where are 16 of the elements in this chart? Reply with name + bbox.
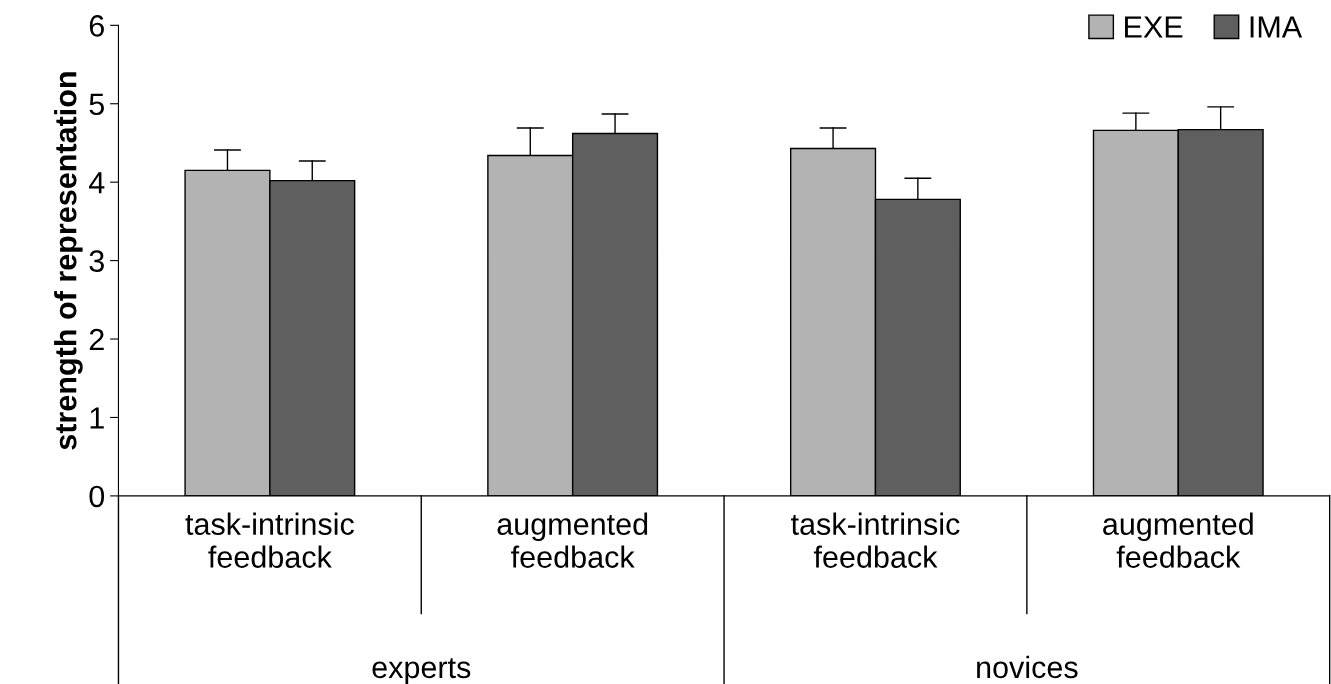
y-tick-label: 6 bbox=[89, 15, 104, 37]
x-tick-label: task-intrinsic feedback bbox=[791, 512, 960, 568]
text: novices bbox=[977, 655, 1078, 679]
y-tick-label: 5 bbox=[89, 93, 104, 116]
y-axis-title: strength of representation bbox=[54, 72, 83, 450]
legend-label: IMA bbox=[1250, 16, 1303, 38]
x-tick-label: augmented feedback bbox=[497, 512, 648, 568]
y-tick-label: 1 bbox=[90, 407, 104, 429]
y-tick-label: 3 bbox=[89, 250, 104, 272]
x-tick-label: task-intrinsic feedback bbox=[185, 512, 354, 568]
y-tick-label: 4 bbox=[88, 172, 105, 194]
y-tick-label: 2 bbox=[89, 328, 104, 351]
legend-label: EXE bbox=[1125, 16, 1183, 38]
y-tick-label: 0 bbox=[89, 485, 105, 508]
text: experts bbox=[372, 658, 471, 684]
x-tick-label: augmented feedback bbox=[1103, 512, 1253, 568]
